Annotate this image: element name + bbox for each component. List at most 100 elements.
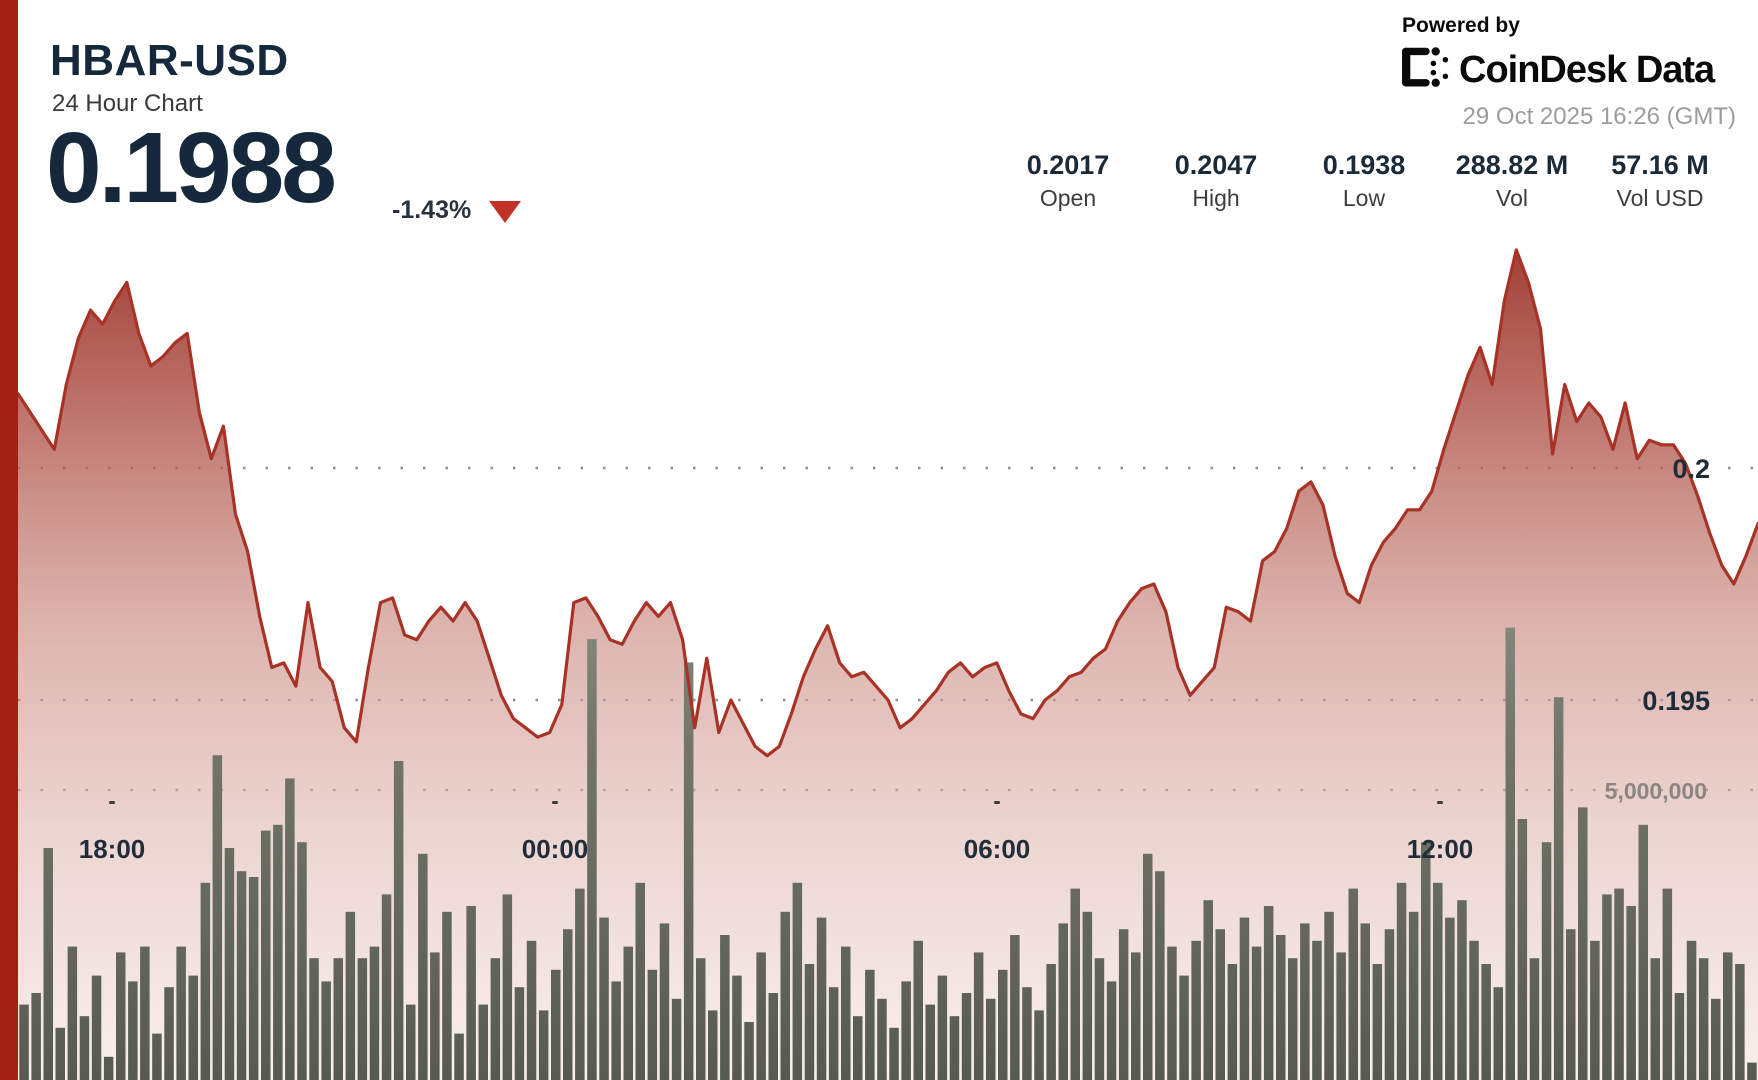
volume-bar <box>804 964 815 1080</box>
volume-bar <box>369 946 380 1080</box>
volume-bar <box>889 1027 899 1080</box>
volume-bar <box>1662 888 1673 1080</box>
stat-volume-usd-label: Vol USD <box>1616 185 1704 211</box>
volume-bar <box>780 911 790 1080</box>
volume-bar <box>224 848 235 1080</box>
stat-volume-label: Vol <box>1496 185 1528 211</box>
volume-bar <box>828 987 839 1080</box>
volume-bar <box>1360 923 1370 1080</box>
volume-bar <box>418 853 428 1080</box>
x-axis-tick <box>994 801 1000 804</box>
volume-bar <box>1155 871 1165 1080</box>
stat-volume: 288.82 M Vol <box>1438 150 1586 212</box>
volume-bar <box>1626 906 1636 1080</box>
volume-bar <box>768 993 778 1080</box>
volume-bar <box>1614 888 1624 1080</box>
volume-bar <box>1674 993 1685 1080</box>
volume-bar <box>43 848 53 1080</box>
stat-volume-usd: 57.16 M Vol USD <box>1586 150 1734 212</box>
volume-bar <box>1022 987 1032 1080</box>
time-axis-label: 06:00 <box>964 834 1031 864</box>
volume-bar <box>526 940 537 1080</box>
volume-bar <box>406 1004 416 1080</box>
volume-bar <box>696 958 706 1080</box>
volume-bar <box>1118 929 1129 1080</box>
volume-bar <box>393 761 404 1080</box>
volume-bar <box>647 969 658 1080</box>
volume-bar <box>1131 952 1141 1080</box>
volume-bar <box>1082 911 1093 1080</box>
volume-bar <box>67 946 78 1080</box>
volume-bar <box>744 1022 754 1080</box>
volume-bar <box>1529 958 1540 1080</box>
volume-bar <box>345 911 356 1080</box>
volume-bar <box>1384 929 1395 1080</box>
coindesk-logo-text: CoinDesk Data <box>1459 49 1715 91</box>
volume-bar <box>913 940 923 1080</box>
volume-bar <box>502 894 513 1080</box>
volume-bar <box>949 1016 960 1080</box>
volume-bar <box>853 1016 863 1080</box>
volume-bar <box>490 958 501 1080</box>
price-line <box>16 248 1758 758</box>
stat-open-label: Open <box>1039 185 1097 211</box>
x-axis-tick <box>109 801 115 804</box>
volume-bar <box>1276 935 1286 1080</box>
volume-bar <box>961 993 972 1080</box>
x-axis-tick <box>1437 801 1443 804</box>
volume-bar <box>732 975 742 1080</box>
volume-bar <box>877 998 887 1080</box>
volume-bar <box>816 917 827 1080</box>
price-area <box>18 249 1758 1080</box>
volume-bar <box>1396 882 1407 1080</box>
volume-bar <box>1215 929 1225 1080</box>
volume-bar <box>381 894 392 1080</box>
volume-bar <box>538 1010 549 1080</box>
volume-bar <box>1723 952 1733 1080</box>
left-accent-bar <box>0 0 18 1080</box>
volume-bar <box>152 1033 162 1080</box>
volume-bar <box>212 755 223 1080</box>
volume-bar <box>1590 940 1600 1080</box>
volume-bar <box>309 958 319 1080</box>
volume-bar <box>1324 911 1334 1080</box>
volume-bar <box>1445 917 1455 1080</box>
volume-axis-label: 5,000,000 <box>1605 778 1707 804</box>
volume-bar <box>1179 975 1189 1080</box>
chart-timestamp: 29 Oct 2025 16:26 (GMT) <box>1462 103 1736 130</box>
volume-bar <box>599 917 609 1080</box>
volume-bar <box>261 830 271 1080</box>
volume-bar <box>1191 940 1201 1080</box>
volume-bar <box>1433 882 1443 1080</box>
stat-open-value: 0.2017 <box>1026 150 1110 180</box>
x-axis-tick <box>552 801 558 804</box>
volume-bar <box>1553 697 1564 1080</box>
volume-bar <box>79 1016 90 1080</box>
volume-bar <box>1336 952 1346 1080</box>
stat-low-value: 0.1938 <box>1322 150 1406 180</box>
volume-bar <box>55 1027 65 1080</box>
stats-row: 0.2017 Open 0.2047 High 0.1938 Low 288.8… <box>994 150 1734 212</box>
volume-bar <box>478 1004 488 1080</box>
coindesk-logo[interactable]: CoinDesk Data <box>1402 47 1736 94</box>
volume-bar <box>1046 964 1056 1080</box>
volume-bar <box>1650 958 1660 1080</box>
volume-bar <box>635 882 645 1080</box>
volume-bar <box>1251 946 1262 1080</box>
volume-bar <box>720 935 730 1080</box>
stat-high: 0.2047 High <box>1142 150 1290 212</box>
volume-bar <box>1686 940 1697 1080</box>
volume-bar <box>1698 958 1709 1080</box>
volume-bar <box>236 871 247 1080</box>
volume-bar <box>1638 824 1648 1080</box>
stat-volume-value: 288.82 M <box>1455 150 1569 180</box>
volume-bar <box>1578 807 1588 1080</box>
volume-bar <box>587 639 597 1080</box>
branding-block: Powered by CoinDesk Data 29 Oct 2025 16:… <box>1402 14 1736 131</box>
powered-by-label: Powered by <box>1402 14 1520 37</box>
volume-bar <box>31 993 41 1080</box>
volume-bar <box>1469 940 1479 1080</box>
current-price: 0.1988 <box>46 112 337 224</box>
stat-volume-usd-value: 57.16 M <box>1611 150 1709 180</box>
